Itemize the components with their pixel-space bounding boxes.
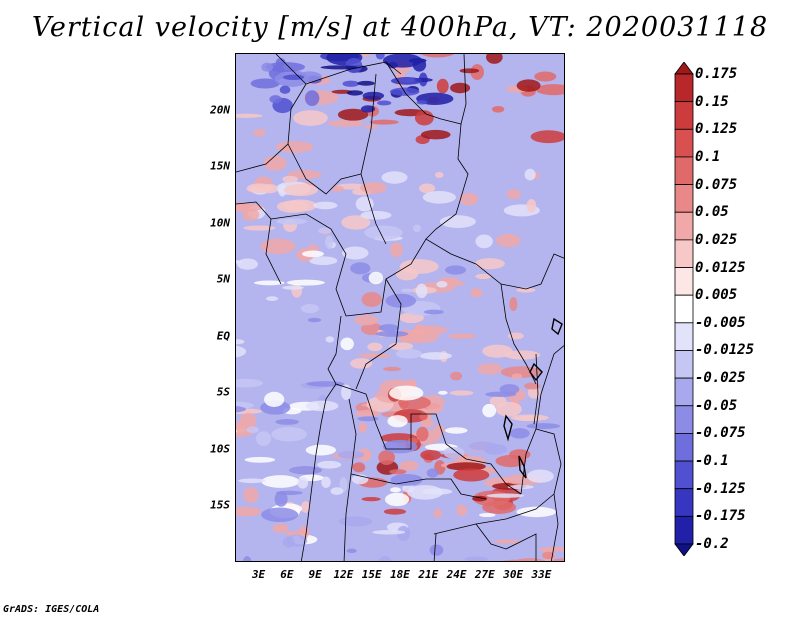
colorbar-segment	[674, 460, 694, 490]
lat-tick-label: 15S	[210, 498, 230, 512]
colorbar-label: -0.1	[695, 453, 729, 470]
colorbar-segment	[674, 488, 694, 517]
colorbar-label: 0.075	[695, 176, 738, 193]
colorbar-segment	[674, 73, 694, 103]
lat-tick-label: 5N	[216, 272, 230, 286]
map-plot-area	[235, 53, 565, 562]
colorbar-segment	[674, 101, 694, 130]
colorbar-segment	[674, 433, 694, 462]
colorbar-segment	[674, 211, 694, 241]
colorbar-label: -0.125	[695, 480, 746, 497]
colorbar-segment	[674, 267, 694, 296]
colorbar-label: 0.05	[695, 204, 729, 221]
lon-tick-label: 12E	[333, 568, 354, 581]
colorbar-label: 0.175	[695, 66, 738, 82]
country-borders	[236, 54, 564, 561]
lon-tick-label: 33E	[531, 568, 552, 581]
colorbar-label: 0.125	[695, 121, 738, 138]
colorbar-label: 0.0125	[695, 259, 746, 276]
lat-tick-label: 20N	[210, 103, 230, 117]
colorbar-label: -0.175	[695, 508, 746, 525]
lon-tick-label: 18E	[390, 568, 410, 581]
colorbar-segment	[674, 405, 694, 434]
lon-tick-label: 30E	[503, 568, 524, 581]
lat-tick-label: 10N	[210, 216, 230, 230]
lon-tick-label: 24E	[446, 568, 467, 581]
colorbar-segment	[674, 239, 694, 268]
colorbar-label: -0.05	[695, 397, 738, 414]
vertical-velocity-field	[236, 54, 564, 561]
colorbar-segment	[674, 294, 694, 324]
grads-credit: GrADS: IGES/COLA	[3, 604, 100, 615]
lon-tick-label: 3E	[251, 568, 266, 581]
colorbar-label: -0.075	[695, 425, 746, 442]
lon-tick-label: 15E	[361, 568, 382, 581]
lat-tick-label: 10S	[210, 442, 230, 456]
colorbar-segment	[674, 377, 694, 407]
lat-tick-label: 5S	[216, 385, 230, 399]
colorbar-segment	[674, 322, 694, 351]
lat-tick-label: 15N	[210, 159, 230, 173]
colorbar-segment	[674, 515, 694, 545]
lat-tick-label: EQ	[216, 329, 230, 343]
lakes	[503, 317, 563, 479]
colorbar-label: -0.2	[695, 536, 729, 552]
colorbar-segment	[674, 350, 694, 379]
colorbar-label: 0.025	[695, 231, 738, 248]
lon-tick-label: 9E	[308, 568, 322, 581]
colorbar-segment	[674, 128, 694, 158]
lon-tick-label: 21E	[418, 568, 439, 581]
colorbar-label: -0.025	[695, 370, 746, 387]
colorbar-label: 0.1	[695, 148, 721, 165]
colorbar-label: -0.005	[695, 314, 746, 331]
colorbar-segment	[674, 543, 694, 556]
colorbar-label: -0.0125	[695, 342, 755, 359]
colorbar	[674, 62, 694, 556]
chart-title: Vertical velocity [m/s] at 400hPa, VT: 2…	[31, 12, 769, 43]
lon-tick-label: 6E	[280, 568, 294, 581]
colorbar-label: 0.005	[695, 287, 738, 304]
lon-tick-label: 27E	[474, 568, 495, 581]
colorbar-label: 0.15	[695, 93, 729, 110]
colorbar-segment	[674, 184, 694, 213]
colorbar-segment	[674, 156, 694, 185]
colorbar-segment	[674, 62, 694, 75]
